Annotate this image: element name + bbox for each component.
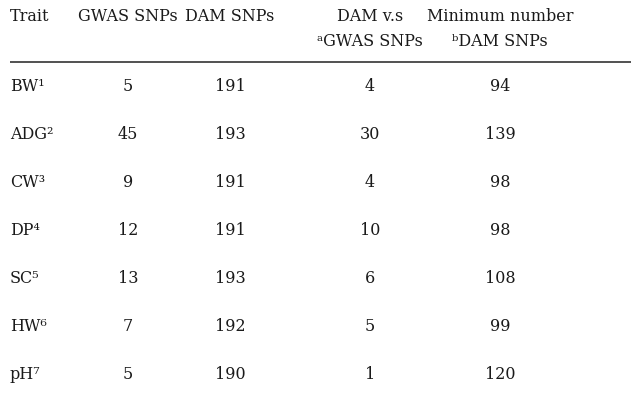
Text: BW¹: BW¹ bbox=[10, 78, 45, 95]
Text: ᵃGWAS SNPs: ᵃGWAS SNPs bbox=[317, 33, 423, 50]
Text: 12: 12 bbox=[118, 222, 138, 239]
Text: 193: 193 bbox=[215, 270, 246, 287]
Text: DAM SNPs: DAM SNPs bbox=[185, 8, 275, 25]
Text: 5: 5 bbox=[123, 78, 133, 95]
Text: 45: 45 bbox=[118, 126, 138, 143]
Text: 6: 6 bbox=[365, 270, 375, 287]
Text: 193: 193 bbox=[215, 126, 246, 143]
Text: GWAS SNPs: GWAS SNPs bbox=[78, 8, 178, 25]
Text: ᵇDAM SNPs: ᵇDAM SNPs bbox=[452, 33, 548, 50]
Text: DAM v.s: DAM v.s bbox=[337, 8, 403, 25]
Text: 30: 30 bbox=[360, 126, 380, 143]
Text: 13: 13 bbox=[118, 270, 138, 287]
Text: 10: 10 bbox=[360, 222, 380, 239]
Text: 7: 7 bbox=[123, 318, 133, 335]
Text: 192: 192 bbox=[215, 318, 246, 335]
Text: HW⁶: HW⁶ bbox=[10, 318, 47, 335]
Text: 1: 1 bbox=[365, 366, 375, 383]
Text: 120: 120 bbox=[485, 366, 515, 383]
Text: 191: 191 bbox=[215, 78, 246, 95]
Text: 99: 99 bbox=[490, 318, 510, 335]
Text: 4: 4 bbox=[365, 174, 375, 191]
Text: pH⁷: pH⁷ bbox=[10, 366, 40, 383]
Text: 191: 191 bbox=[215, 222, 246, 239]
Text: Minimum number: Minimum number bbox=[427, 8, 573, 25]
Text: 139: 139 bbox=[485, 126, 515, 143]
Text: 108: 108 bbox=[485, 270, 515, 287]
Text: 98: 98 bbox=[490, 174, 510, 191]
Text: Trait: Trait bbox=[10, 8, 49, 25]
Text: 190: 190 bbox=[215, 366, 246, 383]
Text: 191: 191 bbox=[215, 174, 246, 191]
Text: DP⁴: DP⁴ bbox=[10, 222, 40, 239]
Text: 94: 94 bbox=[490, 78, 510, 95]
Text: 98: 98 bbox=[490, 222, 510, 239]
Text: CW³: CW³ bbox=[10, 174, 46, 191]
Text: 4: 4 bbox=[365, 78, 375, 95]
Text: 5: 5 bbox=[123, 366, 133, 383]
Text: 5: 5 bbox=[365, 318, 375, 335]
Text: 9: 9 bbox=[123, 174, 133, 191]
Text: ADG²: ADG² bbox=[10, 126, 53, 143]
Text: SC⁵: SC⁵ bbox=[10, 270, 40, 287]
